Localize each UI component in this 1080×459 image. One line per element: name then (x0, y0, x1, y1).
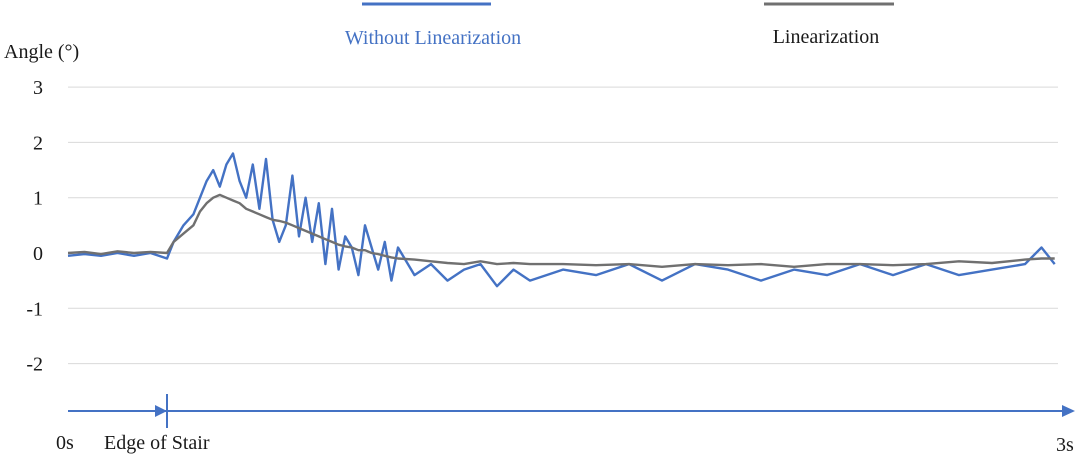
y-tick-label: 0 (33, 243, 43, 265)
y-tick-label: 1 (33, 188, 43, 210)
gridlines (68, 86, 1058, 365)
time-axis-arrowhead (1062, 405, 1075, 417)
time-start-label: 0s (56, 432, 74, 454)
series-line-linearization (67, 193, 1055, 268)
time-end-label: 3s (1056, 434, 1074, 456)
edge-of-stair-arrowhead (155, 405, 167, 417)
y-tick-labels: 3 2 1 0 -1 -2 (26, 77, 43, 376)
y-axis-label: Angle (°) (4, 41, 79, 63)
legend-label-linearization: Linearization (773, 26, 880, 48)
legend-label-without-linearization: Without Linearization (345, 27, 521, 49)
y-tick-label: -2 (26, 354, 43, 376)
y-tick-label: 2 (33, 132, 43, 154)
y-tick-label: 3 (33, 77, 43, 99)
series-lines (67, 152, 1056, 288)
time-axis (68, 394, 1075, 428)
series-line-without-linearization (67, 152, 1056, 288)
y-tick-label: -1 (26, 298, 43, 320)
edge-of-stair-label: Edge of Stair (104, 432, 210, 454)
